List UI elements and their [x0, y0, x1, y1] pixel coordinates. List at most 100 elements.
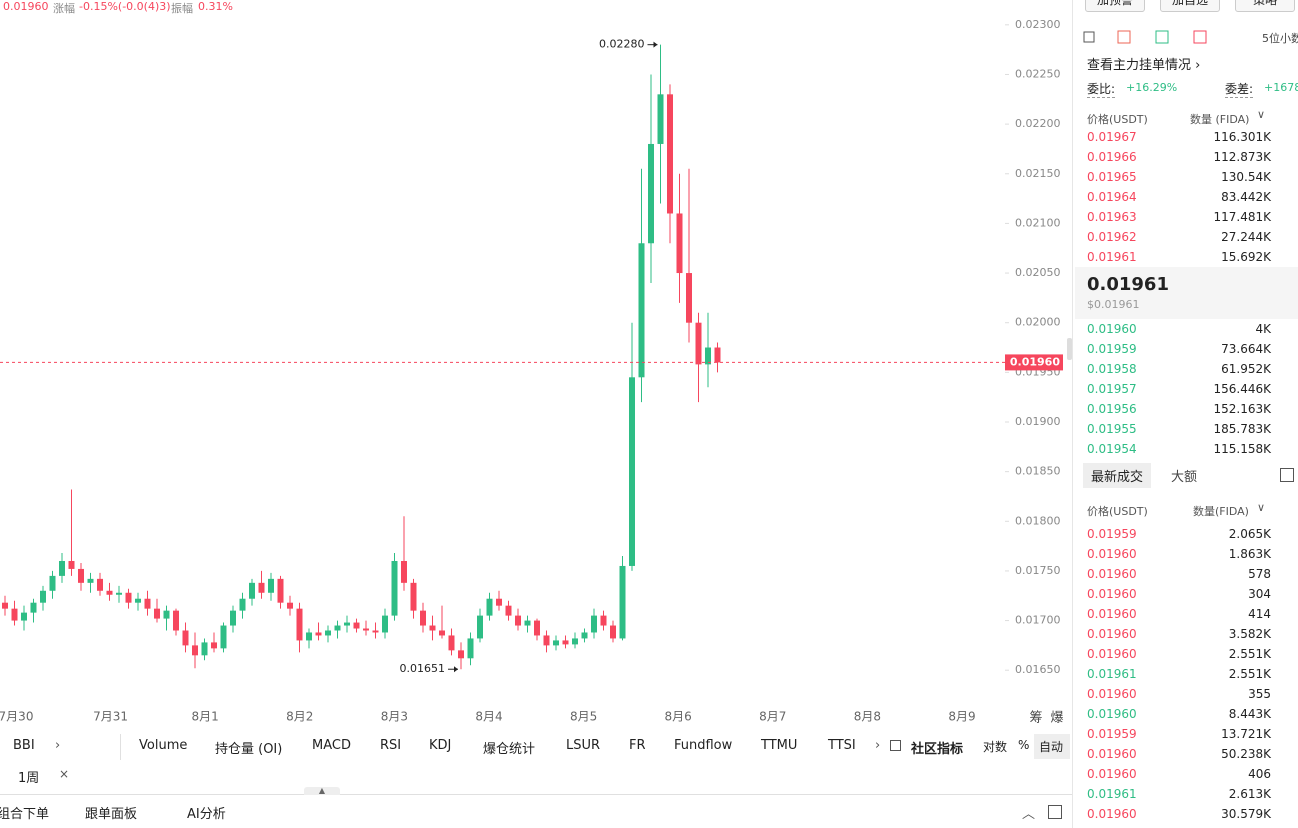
candle-body	[638, 243, 645, 378]
candle-body	[97, 578, 103, 591]
candle-body	[49, 575, 56, 591]
tab-latest[interactable]: 最新成交	[1083, 463, 1152, 488]
toolbar-arrow[interactable]: ›	[875, 738, 881, 753]
x-tick-label: 7月30	[0, 710, 33, 724]
candle-body	[344, 622, 350, 626]
trade-qty: 2.551K	[1228, 647, 1271, 661]
trade-qty: 414	[1248, 607, 1271, 621]
depth-link[interactable]: 查看主力挂单情况 ›	[1087, 58, 1201, 73]
close-icon[interactable]: ×	[59, 767, 70, 781]
indicator[interactable]: TTMU	[761, 738, 798, 753]
indicator[interactable]: KDJ	[429, 738, 452, 753]
trade-qty: 406	[1248, 767, 1271, 781]
candle-body	[524, 620, 531, 626]
footer-item[interactable]: 组合下单	[0, 807, 50, 822]
indicator[interactable]: LSUR	[566, 738, 601, 753]
candle-body	[87, 578, 94, 583]
candle-body	[676, 213, 683, 274]
candle-body	[144, 598, 151, 609]
x-tick-label: 8月9	[948, 710, 975, 724]
candle-body	[182, 630, 189, 646]
diff: +1678	[1264, 81, 1298, 94]
panel-button[interactable]: 加预警	[1085, 0, 1145, 12]
candle-body	[306, 632, 312, 641]
candle-body	[21, 612, 27, 621]
candle-body	[657, 94, 664, 144]
bid-qty: 115.158K	[1213, 442, 1272, 456]
trade-qty: 2.551K	[1228, 667, 1271, 681]
expand-icon[interactable]: ︿	[1022, 807, 1036, 822]
sort-icon[interactable]: ∨	[1257, 108, 1266, 121]
panel-icons	[1083, 30, 1207, 44]
trade-qty: 578	[1248, 567, 1271, 581]
footer-item[interactable]: 跟单面板	[85, 807, 138, 822]
header-price: 0.01960	[3, 0, 49, 13]
indicator[interactable]: TTSI	[828, 738, 856, 753]
y-tick-label: 0.02000	[1015, 316, 1061, 329]
chart-option[interactable]: 自动	[1039, 740, 1064, 754]
candle-body	[334, 625, 341, 631]
timeframe[interactable]: 1周	[18, 771, 40, 786]
trade-qty: 13.721K	[1221, 727, 1271, 741]
candle-body	[30, 602, 37, 613]
icon[interactable]	[1117, 30, 1131, 44]
bid-qty: 73.664K	[1221, 342, 1271, 356]
indicator[interactable]: Volume	[139, 738, 188, 753]
bid-price: 0.01955	[1087, 422, 1137, 436]
indicator[interactable]: RSI	[380, 738, 402, 753]
candle-body	[173, 610, 179, 631]
book-price-header: 价格(USDT)	[1087, 113, 1148, 126]
y-tick-label: 0.02150	[1015, 167, 1061, 180]
candle-body	[68, 560, 75, 569]
trade-qty: 50.238K	[1221, 747, 1271, 761]
trade-qty: 1.863K	[1228, 547, 1271, 561]
ask-price: 0.01962	[1087, 230, 1137, 244]
toolbar-left[interactable]: BBI	[13, 738, 35, 753]
trade-price: 0.01961	[1087, 787, 1137, 801]
candle-body	[562, 640, 569, 645]
candle-body	[363, 628, 369, 631]
icon[interactable]	[1193, 30, 1207, 44]
indicator[interactable]: 爆仓统计	[483, 742, 536, 757]
chart-option[interactable]: 对数	[983, 740, 1008, 754]
header-change-label: 涨幅	[53, 2, 75, 15]
tab-large[interactable]: 大额	[1171, 470, 1198, 485]
icon[interactable]	[1083, 31, 1095, 43]
decimals[interactable]: 5位小数	[1262, 32, 1298, 45]
x-tick-label: 8月8	[854, 710, 881, 724]
candle-body	[2, 602, 8, 609]
float-icon[interactable]	[1048, 805, 1062, 819]
indicator[interactable]: 持仓量 (OI)	[215, 742, 283, 757]
candle-body	[201, 642, 208, 656]
chart-option[interactable]: %	[1018, 738, 1030, 752]
trade-price: 0.01959	[1087, 527, 1137, 541]
resize-handle[interactable]	[1067, 338, 1072, 360]
panel-button[interactable]: 加自选	[1160, 0, 1220, 12]
ask-qty: 117.481K	[1213, 210, 1272, 224]
bid-price: 0.01954	[1087, 442, 1137, 456]
candle-body	[619, 565, 626, 639]
footer-item[interactable]: AI分析	[187, 807, 226, 822]
indicator[interactable]: Fundflow	[674, 738, 733, 753]
toolbar-arrow[interactable]: ›	[55, 738, 61, 753]
y-tick-label: 0.01650	[1015, 663, 1061, 676]
collapse-tab[interactable]: ▲	[304, 787, 340, 795]
indicator[interactable]: FR	[629, 738, 646, 753]
edit-icon[interactable]	[890, 740, 901, 751]
x-tick-label: 8月1	[192, 710, 219, 724]
x-tick-label: 8月6	[665, 710, 692, 724]
community[interactable]: 社区指标	[911, 742, 964, 757]
candle-body	[163, 610, 170, 619]
x-tick-label: 8月7	[759, 710, 786, 724]
candle-body	[135, 598, 141, 603]
candle-body	[40, 590, 46, 603]
candle-body	[258, 582, 265, 593]
candle-body	[486, 598, 493, 616]
trade-checkbox[interactable]	[1280, 468, 1294, 482]
sort-icon[interactable]: ∨	[1257, 501, 1266, 514]
bid-price: 0.01956	[1087, 402, 1137, 416]
indicator[interactable]: MACD	[312, 738, 351, 753]
icon[interactable]	[1155, 30, 1169, 44]
panel-button[interactable]: 策略	[1235, 0, 1295, 12]
candle-body	[211, 642, 217, 649]
